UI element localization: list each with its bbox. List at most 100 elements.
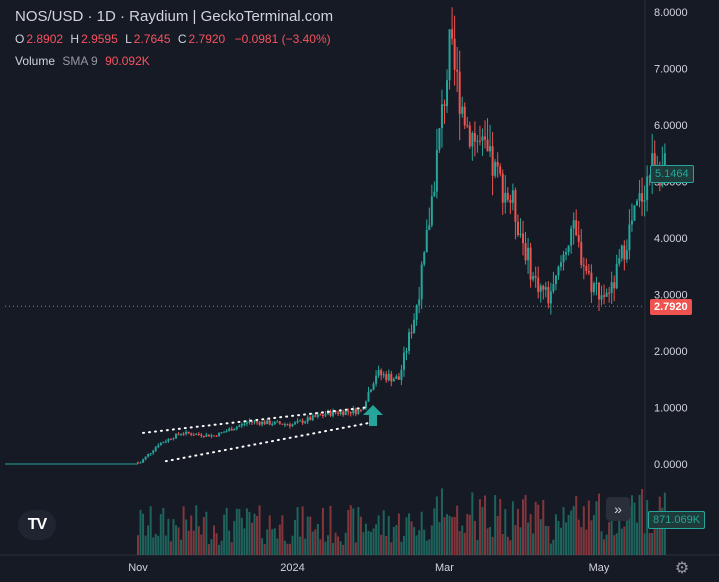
- candle-body: [273, 421, 276, 425]
- candle-body: [405, 350, 408, 353]
- volume-bar: [286, 543, 289, 555]
- volume-bar: [570, 510, 573, 555]
- candle-body: [354, 408, 357, 414]
- candle-body: [167, 438, 170, 442]
- candle-body: [240, 423, 243, 426]
- volume-bar: [610, 497, 613, 555]
- candle-body: [547, 287, 550, 304]
- volume-bar: [524, 495, 527, 555]
- volume-bar: [590, 520, 593, 555]
- candle-body: [200, 434, 203, 436]
- gear-icon[interactable]: ⚙: [674, 560, 690, 577]
- volume-bar: [628, 506, 631, 555]
- volume-bar: [205, 511, 208, 555]
- tradingview-logo-icon[interactable]: TV: [18, 510, 56, 540]
- chart-title: NOS/USD · 1D · Raydium | GeckoTerminal.c…: [15, 8, 334, 25]
- candle-body: [169, 438, 172, 440]
- volume-bar: [420, 511, 423, 555]
- volume-bar: [370, 531, 373, 555]
- volume-bar: [425, 540, 428, 555]
- candle-body: [516, 221, 519, 235]
- candle-body: [522, 233, 525, 244]
- volume-bar: [238, 509, 241, 555]
- volume-bar: [504, 509, 507, 555]
- volume-bar: [377, 515, 380, 555]
- candle-body: [461, 106, 464, 114]
- volume-bar: [572, 506, 575, 555]
- volume-bar: [164, 535, 167, 555]
- volume-bar: [458, 531, 461, 555]
- double-chevron-right-icon[interactable]: »: [606, 497, 630, 521]
- candle-body: [154, 447, 157, 451]
- volume-bar: [372, 528, 375, 555]
- volume-bar: [281, 515, 284, 555]
- volume-bar: [397, 513, 400, 555]
- candle-body: [233, 429, 236, 431]
- candle-body: [463, 106, 466, 126]
- volume-bar: [142, 513, 145, 555]
- volume-bar: [446, 514, 449, 555]
- candle-body: [314, 415, 317, 417]
- volume-bar: [243, 528, 246, 555]
- volume-bar: [253, 513, 256, 555]
- candle-body: [243, 423, 246, 425]
- x-tick-label: Nov: [128, 562, 148, 574]
- volume-bar: [410, 521, 413, 555]
- candle-body: [149, 453, 152, 455]
- volume-bar: [577, 519, 580, 555]
- candle-body: [598, 283, 600, 300]
- volume-bar: [250, 522, 253, 555]
- volume-bar: [527, 522, 530, 555]
- candle-body: [329, 410, 332, 416]
- candle-body: [197, 433, 200, 435]
- candle-body: [615, 263, 618, 289]
- y-tick-label: 7.0000: [654, 64, 688, 76]
- candle-body: [258, 422, 261, 425]
- volume-bar: [603, 539, 606, 555]
- candle-body: [157, 445, 160, 448]
- volume-bar: [501, 533, 504, 555]
- candle-body: [215, 435, 218, 437]
- candle-body: [139, 462, 142, 464]
- volume-bar: [484, 495, 487, 555]
- candle-body: [187, 431, 190, 434]
- candle-body: [570, 228, 573, 246]
- candle-body: [613, 282, 616, 289]
- candle-body: [534, 275, 537, 278]
- volume-bar: [613, 535, 616, 555]
- volume-bar: [273, 528, 276, 555]
- candle-body: [147, 453, 150, 457]
- volume-bar: [461, 525, 464, 555]
- volume-bar: [435, 496, 438, 555]
- candle-body: [321, 414, 324, 416]
- candle-body: [202, 435, 205, 437]
- candle-body: [304, 421, 307, 424]
- candle-body: [185, 431, 188, 434]
- volume-bar: [557, 521, 560, 555]
- volume-bar: [408, 513, 411, 555]
- volume-bar: [197, 526, 200, 555]
- volume-bar: [641, 489, 644, 555]
- candle-body: [281, 423, 284, 425]
- volume-bar: [215, 533, 218, 555]
- volume-bar: [413, 527, 416, 555]
- volume-bar: [400, 541, 403, 555]
- volume-bar: [316, 523, 319, 555]
- volume-bar: [139, 509, 142, 555]
- high-value: 2.9595: [81, 32, 118, 46]
- volume-bar: [648, 532, 651, 555]
- candle-body: [420, 264, 423, 300]
- candle-body: [319, 414, 322, 416]
- candle-body: [311, 415, 314, 421]
- candle-body: [453, 38, 456, 70]
- volume-bar: [638, 494, 641, 555]
- volume-bar: [509, 540, 512, 555]
- volume-bar: [137, 535, 139, 555]
- volume-bar: [552, 539, 555, 555]
- change-value: −0.0981 (−3.40%): [234, 32, 331, 46]
- candle-body: [537, 277, 540, 292]
- candle-body: [230, 428, 233, 431]
- volume-bar: [266, 529, 269, 555]
- candle-body: [375, 375, 378, 384]
